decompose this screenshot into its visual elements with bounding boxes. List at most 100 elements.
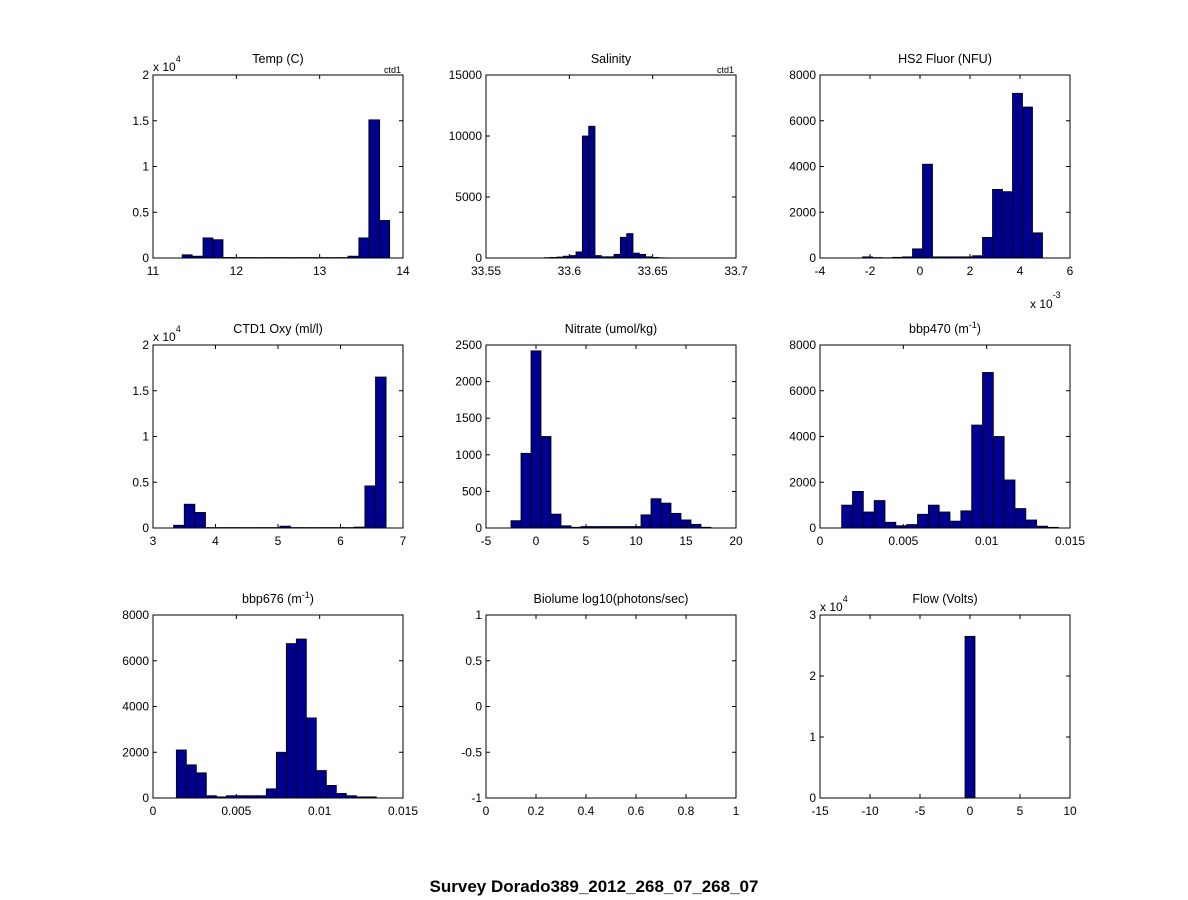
- x-tick-label: 2: [967, 264, 974, 278]
- histogram-bar: [992, 436, 1005, 529]
- panel-title-text: Flow (Volts): [912, 592, 977, 606]
- histogram-bar: [205, 795, 217, 799]
- y-tick-label: 6000: [789, 384, 816, 398]
- x-tick-label: 0.005: [888, 534, 918, 548]
- y-tick-label: 15000: [449, 68, 483, 82]
- y-tick-label: 1.5: [132, 384, 149, 398]
- histogram-bar: [619, 236, 628, 259]
- x-tick-label: 33.55: [471, 264, 501, 278]
- x-tick-label: 0: [817, 534, 824, 548]
- panel-title-text: bbp470 (m: [909, 322, 969, 336]
- histogram-bar: [550, 513, 562, 529]
- histogram-bar: [884, 521, 897, 529]
- histogram-bar: [279, 525, 291, 529]
- x-tick-label: 5: [275, 534, 282, 548]
- bar-group: [543, 125, 672, 259]
- panel-title: Salinity: [591, 52, 632, 66]
- histogram-bar: [305, 717, 317, 799]
- histogram-bar: [902, 256, 913, 259]
- y-tick-label: 6000: [122, 654, 149, 668]
- panel-title: CTD1 Oxy (ml/l): [233, 322, 323, 336]
- panel-title: Temp (C): [252, 52, 303, 66]
- histogram-bar: [335, 793, 347, 799]
- histogram-bar: [255, 795, 267, 799]
- x-tick-label: 14: [396, 264, 410, 278]
- panel-title-text: Temp (C): [252, 52, 303, 66]
- histogram-bar: [964, 635, 976, 799]
- histogram-bar: [932, 256, 943, 259]
- y-tick-label: 3: [809, 608, 816, 622]
- histogram-bar: [275, 751, 287, 799]
- plot-frame: [152, 74, 404, 259]
- y-tick-label: 1: [142, 160, 149, 174]
- x-tick-label: -10: [861, 804, 879, 818]
- histogram-bar: [530, 350, 542, 529]
- x-tick-label: 0.2: [528, 804, 545, 818]
- y-axis-multiplier: x 104: [153, 54, 181, 74]
- histogram-bar: [181, 254, 193, 259]
- histogram-bar: [942, 256, 953, 259]
- histogram-bar: [365, 796, 377, 799]
- histogram-bar: [183, 503, 196, 529]
- histogram-bar: [852, 490, 864, 529]
- histogram-bar: [575, 251, 583, 259]
- y-multiplier-exponent: 4: [176, 54, 181, 64]
- histogram-bar: [1012, 92, 1023, 259]
- histogram-bar: [640, 514, 652, 529]
- histogram-bar: [982, 372, 994, 529]
- y-tick-label: 2: [809, 669, 816, 683]
- y-tick-label: 0.5: [132, 205, 149, 219]
- histogram-panel: 0 0.005 0.01 0.015 0 2000 4000 6000 8000 bbp470 (…: [789, 320, 1085, 548]
- histogram-bar: [906, 524, 918, 529]
- histogram-bar: [952, 256, 963, 259]
- y-tick-label: 0: [475, 700, 482, 714]
- x-tick-label: 0: [533, 534, 540, 548]
- x-tick-label: 20: [729, 534, 743, 548]
- histogram-bar: [1036, 525, 1048, 529]
- y-tick-label: 0.5: [132, 475, 149, 489]
- y-tick-label: 8000: [122, 608, 149, 622]
- y-tick-label: 8000: [789, 338, 816, 352]
- histogram-bar: [992, 188, 1003, 259]
- dataset-tag: ctd1: [717, 65, 734, 75]
- x-tick-label: -5: [481, 534, 492, 548]
- y-multiplier-exponent: 4: [176, 324, 181, 334]
- y-tick-label: 2000: [122, 745, 149, 759]
- histogram-bar: [345, 795, 357, 799]
- histogram-bar: [510, 520, 522, 529]
- panel-title-text: HS2 Fluor (NFU): [898, 52, 992, 66]
- histogram-bar: [202, 237, 214, 259]
- histogram-bar: [610, 526, 622, 529]
- bar-group: [964, 635, 976, 799]
- x-tick-label: 33.7: [724, 264, 748, 278]
- x-tick-label: -2: [865, 264, 876, 278]
- histogram-bar: [215, 796, 227, 799]
- histogram-bar: [1025, 519, 1038, 529]
- histogram-bar: [862, 256, 873, 259]
- y-tick-label: 1.5: [132, 114, 149, 128]
- histogram-panel: -4 -2 0 2 4 6 0 2000 4000 6000 8000 HS2 Fluor (NFU)…: [789, 52, 1073, 311]
- y-tick-label: -0.5: [461, 745, 482, 759]
- plot-frame: [485, 74, 737, 259]
- y-tick-label: 0.5: [465, 654, 482, 668]
- x-tick-label: 0.01: [975, 534, 999, 548]
- x-tick-label: 1: [733, 804, 740, 818]
- histogram-bar: [638, 253, 647, 259]
- histogram-bar: [185, 764, 197, 799]
- histogram-bar: [195, 772, 207, 799]
- histogram-bar: [570, 526, 582, 529]
- histogram-bar: [353, 526, 366, 529]
- histogram-bar: [1047, 526, 1059, 529]
- histogram-bar: [581, 135, 590, 259]
- figure-suptitle: Survey Dorado389_2012_268_07_268_07: [430, 877, 759, 896]
- x-tick-label: -15: [811, 804, 829, 818]
- x-tick-label: 5: [1017, 804, 1024, 818]
- histogram-bar: [927, 504, 940, 529]
- y-tick-label: 4000: [122, 700, 149, 714]
- y-tick-label: 1: [475, 608, 482, 622]
- histogram-bar: [225, 795, 237, 799]
- y-tick-label: 8000: [789, 68, 816, 82]
- y-tick-label: 2000: [455, 375, 482, 389]
